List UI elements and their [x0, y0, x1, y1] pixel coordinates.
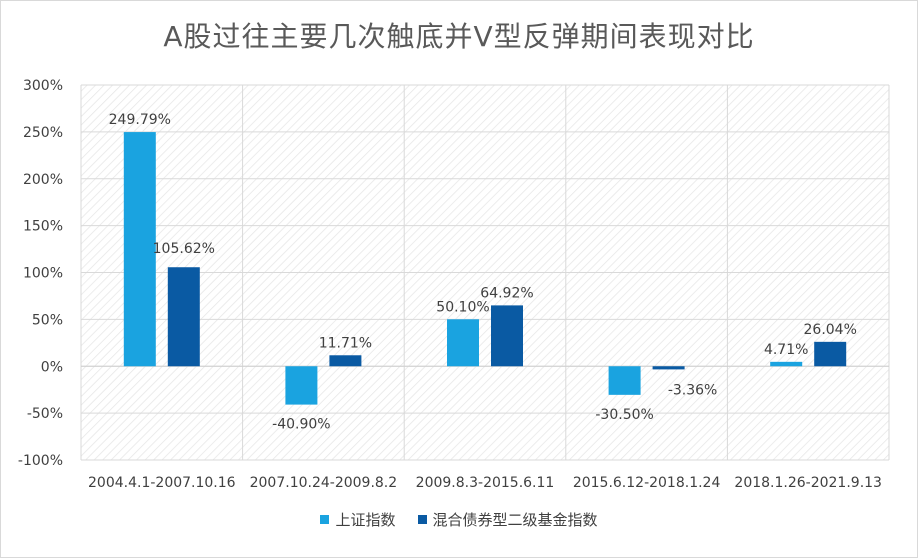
x-axis: 2004.4.1-2007.10.16 2007.10.24-2009.8.2 20…	[88, 475, 882, 491]
y-tick-label: -100%	[18, 453, 63, 469]
bar-series-1	[770, 361, 803, 367]
bar-series-1	[123, 132, 156, 367]
data-label-series-2: 11.71%	[319, 335, 372, 351]
bar-series-2	[167, 267, 200, 367]
data-label-series-1: -30.50%	[595, 407, 653, 423]
data-label-series-1: -40.90%	[272, 417, 330, 433]
y-tick-label: 200%	[23, 172, 63, 188]
bar-series-2	[491, 305, 523, 367]
chart-title: A股过往主要几次触底并V型反弹期间表现对比	[163, 20, 755, 53]
x-tick-label: 2015.6.12-2018.1.24	[573, 475, 721, 491]
y-tick-label: 150%	[23, 219, 63, 235]
y-axis: 300% 250% 200% 150% 100% 50% 0% -50% -100%	[18, 78, 63, 469]
y-tick-label: 100%	[23, 266, 63, 282]
chart-plot: 249.79% -40.90% 50.10% -30.50% 4.71% 105.62% 1…	[18, 78, 890, 491]
y-tick-label: 250%	[23, 125, 63, 141]
legend-item-series-1: 上证指数	[320, 509, 396, 530]
bars	[123, 132, 847, 405]
legend: 上证指数 混合债券型二级基金指数	[1, 509, 917, 530]
x-tick-label: 2009.8.3-2015.6.11	[416, 475, 555, 491]
data-label-series-2: 64.92%	[480, 285, 533, 301]
data-label-series-1: 249.79%	[109, 112, 171, 128]
x-tick-label: 2007.10.24-2009.8.2	[250, 475, 398, 491]
bar-series-2	[652, 366, 685, 370]
bar-series-1	[285, 366, 318, 405]
legend-label-series-1: 上证指数	[335, 511, 396, 529]
bar-series-2	[329, 355, 362, 367]
legend-swatch-series-1	[320, 515, 330, 524]
data-label-series-2: -3.36%	[668, 382, 718, 398]
data-label-series-1: 50.10%	[436, 299, 489, 315]
legend-item-series-2: 混合债券型二级基金指数	[417, 509, 598, 530]
bar-series-1	[447, 319, 479, 367]
legend-label-series-2: 混合债券型二级基金指数	[432, 511, 598, 529]
y-tick-label: 50%	[32, 312, 63, 328]
x-tick-label: 2018.1.26-2021.9.13	[734, 475, 882, 491]
legend-swatch-series-2	[417, 515, 427, 524]
y-tick-label: -50%	[27, 406, 63, 422]
x-tick-label: 2004.4.1-2007.10.16	[88, 475, 236, 491]
gridlines	[80, 84, 890, 461]
y-tick-label: 0%	[41, 359, 63, 375]
data-label-series-2: 26.04%	[804, 322, 857, 338]
y-tick-label: 300%	[23, 78, 63, 94]
data-labels: 249.79% -40.90% 50.10% -30.50% 4.71% 105.62% 1…	[109, 112, 857, 433]
data-label-series-1: 4.71%	[764, 342, 808, 358]
data-label-series-2: 105.62%	[153, 241, 215, 257]
bar-series-2	[814, 341, 847, 367]
bar-series-1	[608, 366, 641, 395]
